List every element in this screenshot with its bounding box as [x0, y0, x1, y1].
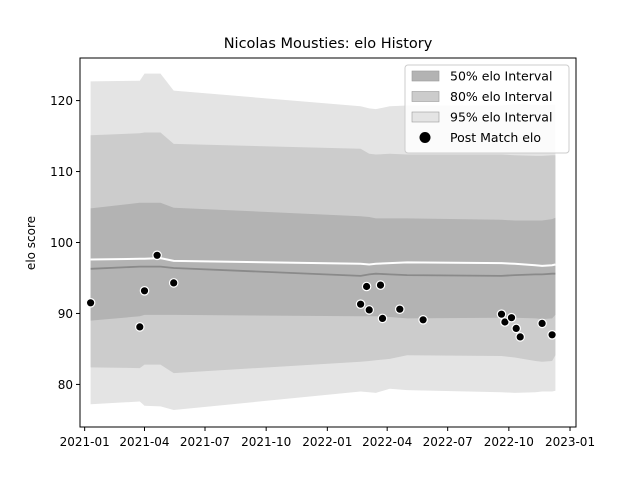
y-tick-label: 90 [58, 307, 73, 321]
legend: 50% elo Interval 80% elo Interval 95% elo … [404, 64, 570, 154]
post-match-point [547, 329, 557, 340]
legend-label: 50% elo Interval [450, 69, 552, 84]
post-match-point [168, 278, 179, 288]
mean-line [90, 265, 556, 277]
post-match-point [355, 299, 366, 309]
chart-title: Nicolas Mousties: elo History [224, 36, 433, 52]
legend-label: Post Match elo [450, 130, 541, 145]
legend-label: 80% elo Interval [450, 89, 552, 104]
x-tick-label: 2021-10 [241, 435, 291, 449]
post-match-point [496, 309, 507, 319]
y-axis-label: elo score [24, 216, 38, 270]
x-tick-label: 2022-07 [423, 435, 473, 449]
post-match-point [364, 305, 374, 315]
x-tick-label: 2022-04 [362, 435, 412, 449]
y-tick-label: 120 [50, 94, 73, 108]
post-match-point [500, 317, 510, 327]
x-tick-label: 2021-04 [119, 435, 169, 449]
y-tick-label: 100 [50, 236, 73, 250]
post-match-point [394, 304, 405, 314]
post-match-point [139, 285, 150, 296]
band-50 [90, 202, 556, 321]
axes: 2021-01 2021-04 2021-07 2021-10 2022-01 2022-… [50, 57, 595, 449]
x-tick-label: 2022-01 [302, 435, 352, 449]
post-match-point [418, 314, 428, 325]
post-match-point [515, 332, 525, 342]
x-tick-label: 2021-07 [180, 435, 230, 449]
legend-swatch [411, 70, 440, 82]
legend-box [404, 64, 570, 154]
plot-area [85, 73, 557, 410]
x-tick-label: 2022-10 [484, 435, 534, 449]
y-tick-label: 110 [50, 165, 73, 179]
post-match-point [375, 280, 386, 290]
post-match-point [361, 281, 372, 292]
post-match-point [506, 312, 517, 323]
legend-marker [419, 132, 431, 143]
legend-label: 95% elo Interval [450, 110, 552, 125]
x-tick-label: 2023-01 [545, 435, 595, 449]
post-match-point [511, 323, 521, 334]
y-tick-label: 80 [58, 378, 73, 392]
post-match-point [152, 250, 162, 261]
post-match-point [377, 313, 388, 324]
legend-swatch [411, 91, 440, 102]
post-match-point [537, 318, 547, 329]
x-tick-label: 2021-01 [60, 435, 110, 449]
legend-swatch [411, 111, 440, 123]
post-match-point [135, 322, 145, 332]
post-match-point [85, 297, 96, 308]
median-line [90, 257, 556, 267]
